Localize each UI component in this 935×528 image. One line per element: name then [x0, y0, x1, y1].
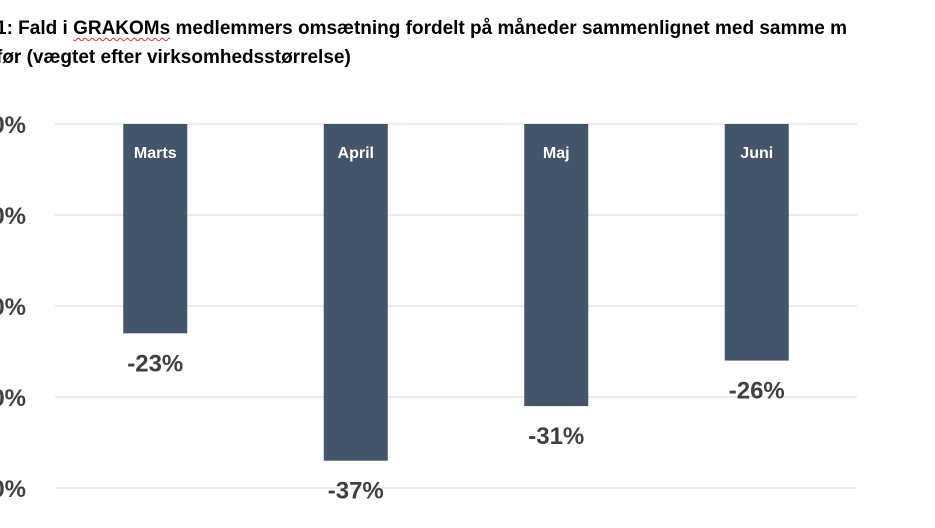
- category-label: April: [338, 145, 374, 162]
- data-label: -37%: [328, 478, 384, 505]
- data-label: -31%: [528, 423, 584, 450]
- title-part-a: 1: Fald i: [0, 18, 74, 39]
- data-label: -23%: [127, 350, 183, 377]
- y-tick-label: 0%: [0, 385, 26, 412]
- chart-title: 1: Fald i GRAKOMs medlemmers omsætning f…: [0, 14, 935, 72]
- category-label: Marts: [134, 145, 177, 162]
- data-label: -26%: [729, 378, 785, 405]
- chart-title-line-1: 1: Fald i GRAKOMs medlemmers omsætning f…: [0, 14, 935, 43]
- bar: [123, 124, 188, 334]
- y-tick-label: 0%: [0, 476, 26, 503]
- title-part-c: medlemmers omsætning fordelt på måneder …: [170, 18, 848, 39]
- bar: [524, 124, 589, 407]
- y-tick-label: 0%: [0, 203, 26, 230]
- title-spellcheck-word: GRAKOMs: [73, 18, 171, 39]
- y-tick-label: 0%: [0, 294, 26, 321]
- category-label: Juni: [740, 145, 773, 162]
- y-tick-label: 0%: [0, 112, 26, 139]
- category-label: Maj: [543, 145, 570, 162]
- bar: [724, 124, 789, 361]
- chart-title-line-2: før (vægtet efter virksomhedsstørrelse): [0, 47, 351, 68]
- bar: [323, 124, 388, 461]
